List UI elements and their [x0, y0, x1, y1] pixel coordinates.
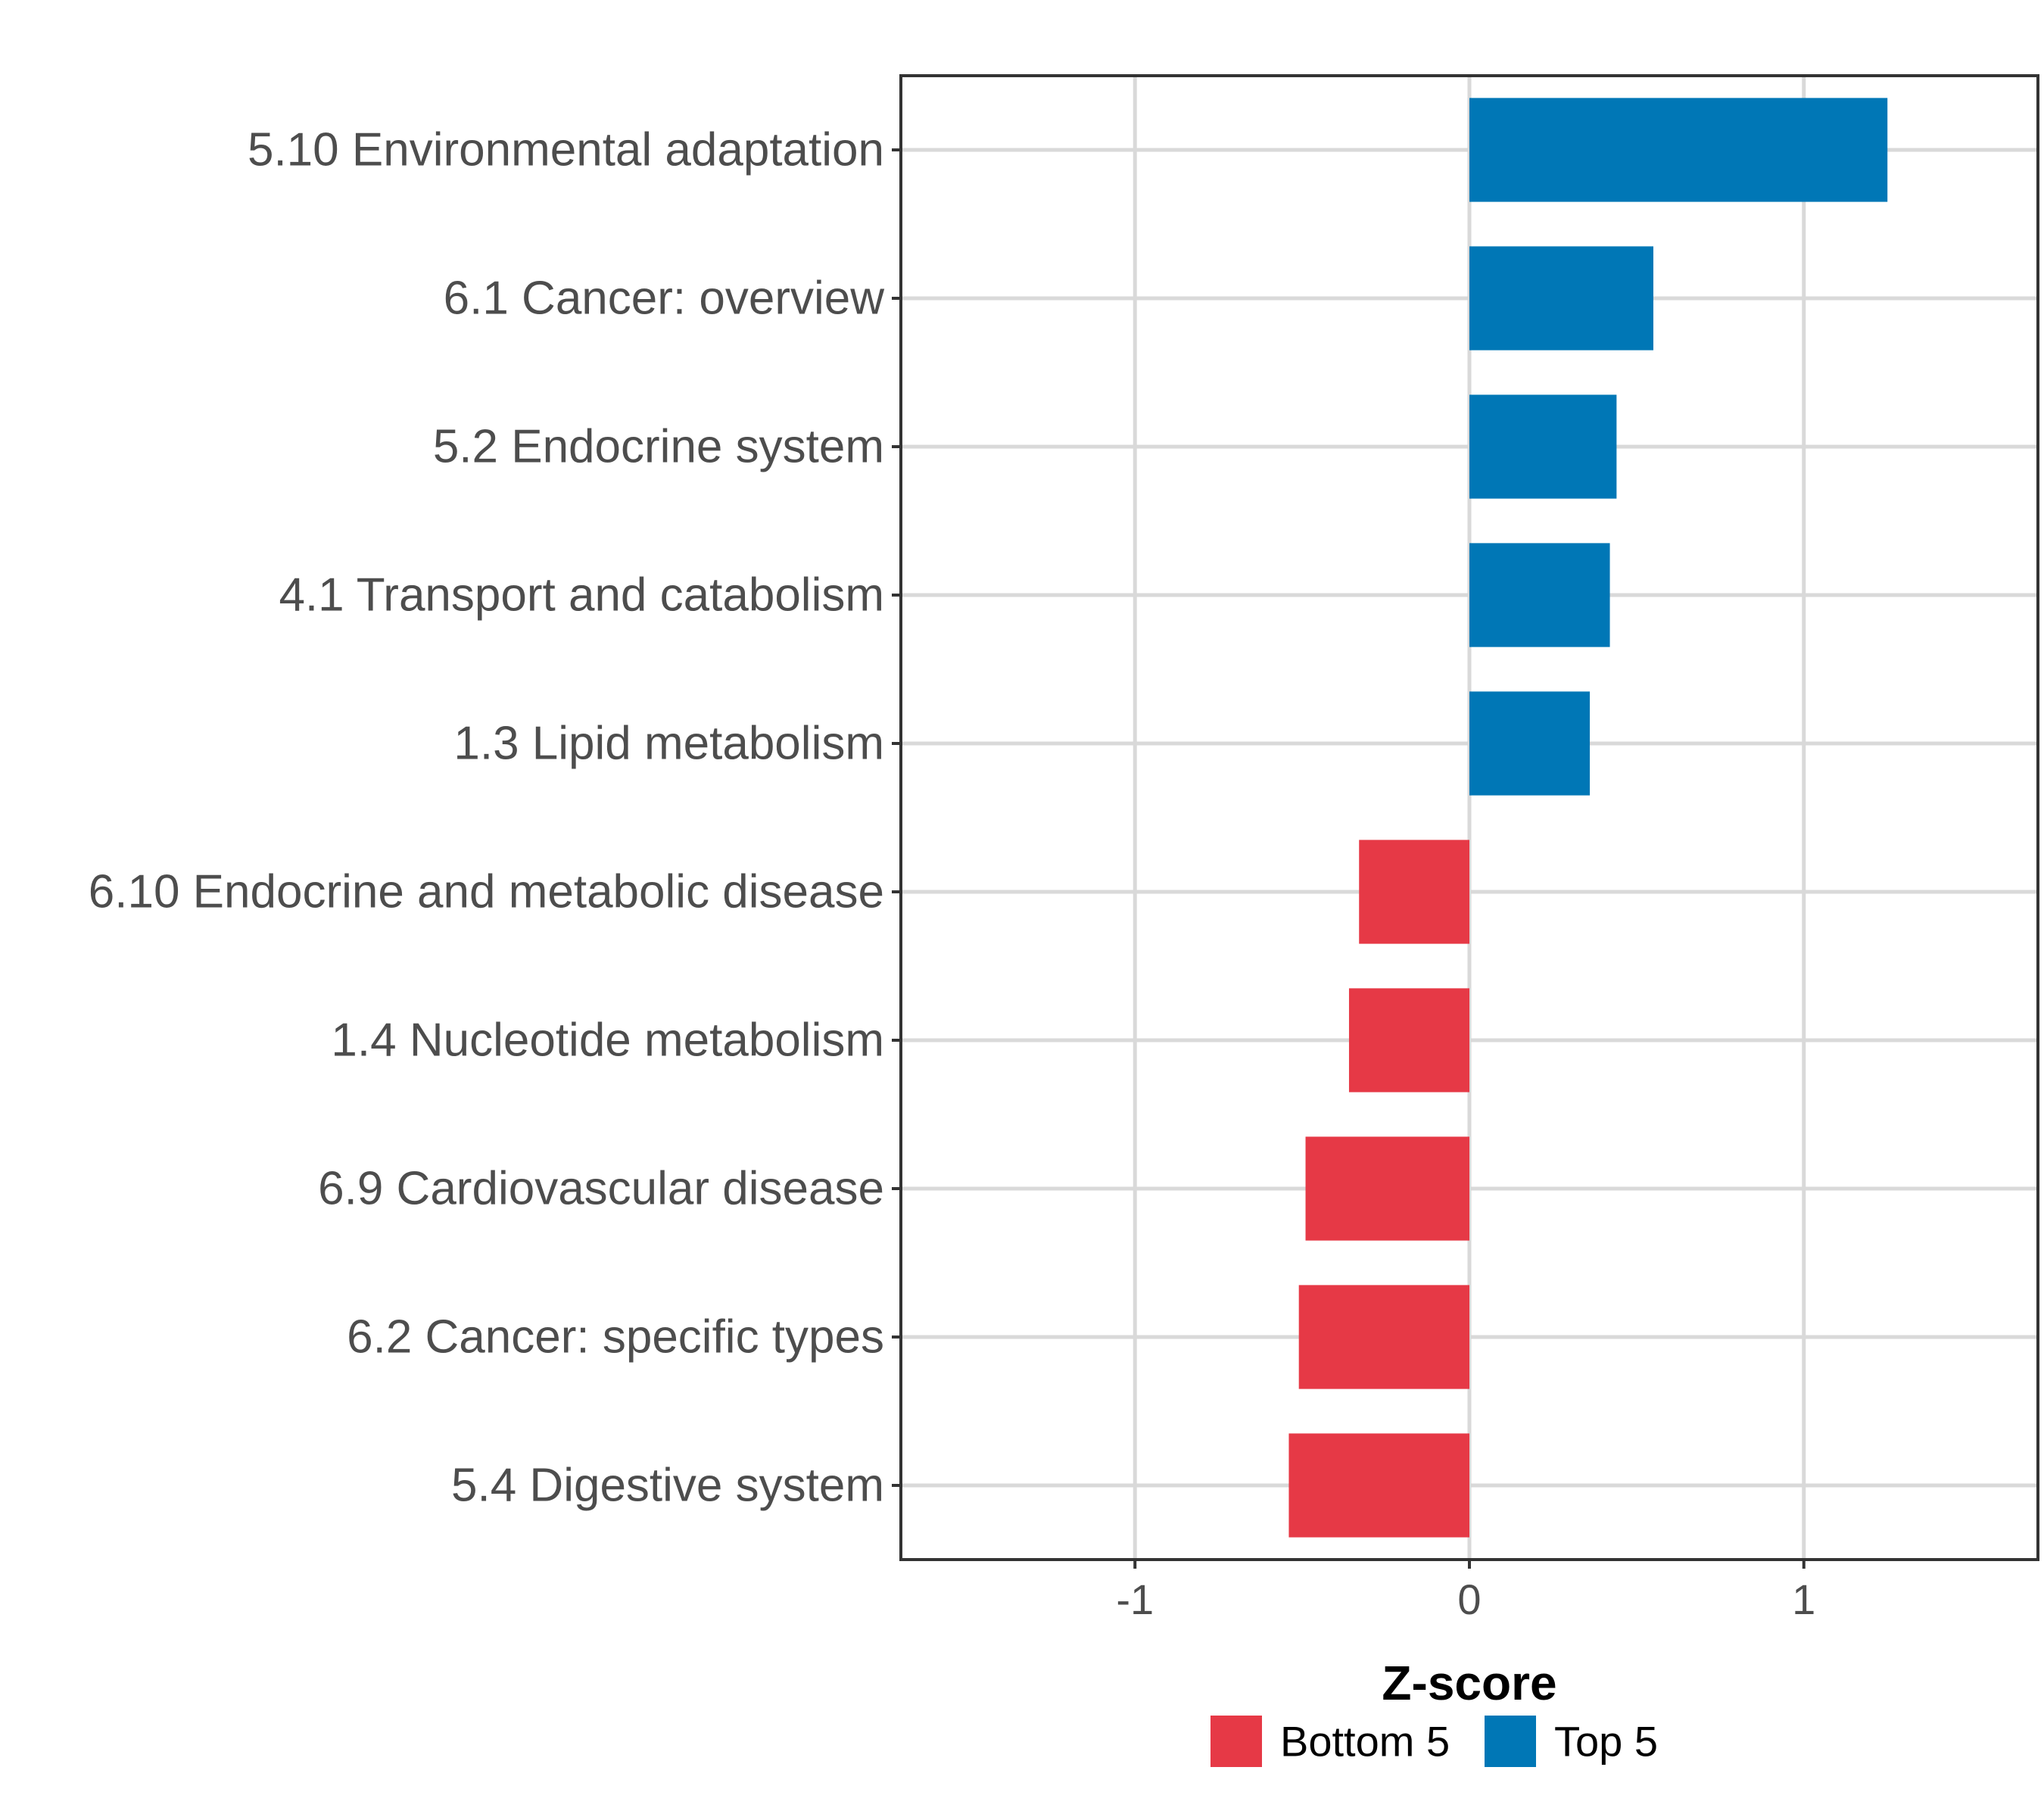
category-label: 6.2 Cancer: specific types	[347, 1311, 884, 1364]
legend-label: Bottom 5	[1280, 1718, 1450, 1766]
legend-swatch	[1485, 1716, 1536, 1767]
bar	[1359, 840, 1469, 944]
bar	[1469, 543, 1610, 647]
category-label: 6.10 Endocrine and metabolic disease	[89, 866, 884, 918]
bar	[1298, 1285, 1469, 1389]
category-label: 1.4 Nucleotide metabolism	[331, 1014, 884, 1067]
x-axis-title: Z-score	[1382, 1656, 1556, 1710]
legend-label: Top 5	[1554, 1718, 1658, 1766]
bar-layer	[1288, 98, 1888, 1538]
bar	[1348, 988, 1469, 1092]
category-label: 4.1 Transport and catabolism	[279, 569, 884, 622]
category-label: 1.3 Lipid metabolism	[453, 718, 884, 770]
bar	[1469, 394, 1617, 499]
category-label: 5.10 Environmental adaptation	[248, 124, 884, 176]
bar	[1469, 691, 1591, 796]
legend: Bottom 5 Top 5	[1211, 1716, 1658, 1767]
bar	[1305, 1136, 1469, 1241]
bar	[1469, 246, 1653, 351]
category-label: 5.2 Endocrine system	[433, 421, 884, 473]
x-tick-label: -1	[1116, 1575, 1154, 1623]
bar	[1469, 98, 1888, 202]
bar	[1288, 1433, 1469, 1538]
label-layer: 5.10 Environmental adaptation 6.1 Cancer:…	[89, 124, 1816, 1624]
category-label: 6.9 Cardiovascular disease	[318, 1163, 884, 1215]
category-label: 5.4 Digestive system	[451, 1460, 884, 1512]
axis-layer	[892, 148, 1806, 1569]
x-tick-label: 1	[1792, 1575, 1815, 1623]
x-tick-label: 0	[1457, 1575, 1481, 1623]
legend-swatch	[1211, 1716, 1262, 1767]
category-label: 6.1 Cancer: overview	[444, 273, 885, 325]
